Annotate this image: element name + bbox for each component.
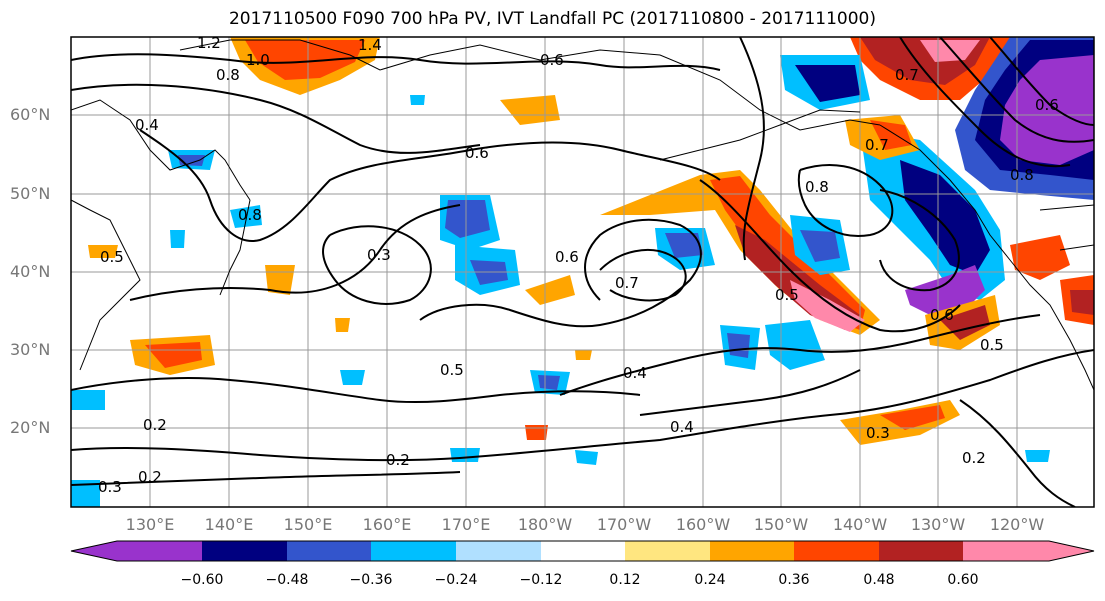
lon-label: 150°W <box>753 515 809 534</box>
colorbar-arrow-right <box>1049 541 1094 561</box>
colorbar-cell <box>456 541 541 561</box>
colorbar <box>70 540 1095 562</box>
map-title: 2017110500 F090 700 hPa PV, IVT Landfall… <box>228 9 876 29</box>
pv-contours <box>71 37 1094 507</box>
contour-label: 0.6 <box>465 144 489 162</box>
map-border <box>70 36 1095 508</box>
contour-label: 0.7 <box>615 274 639 292</box>
contour-label: 0.4 <box>670 418 694 436</box>
lat-label: 60°N <box>10 105 51 124</box>
contour-label: 0.5 <box>775 286 799 304</box>
contour-label: 0.4 <box>135 116 159 134</box>
contour-label: 0.3 <box>367 246 391 264</box>
contour-labels: 1.2 1.0 1.4 0.8 0.6 0.4 0.6 0.8 0.5 0.3 … <box>98 34 1059 496</box>
colorbar-tick-label: −0.24 <box>434 572 478 588</box>
contour-label: 0.2 <box>386 451 410 469</box>
contour-label: 0.2 <box>143 416 167 434</box>
contour-label: 0.6 <box>1035 96 1059 114</box>
lon-label: 120°W <box>989 515 1045 534</box>
lon-label: 170°E <box>441 515 491 534</box>
colorbar-cell <box>963 541 1049 561</box>
lon-label: 150°E <box>283 515 333 534</box>
lat-label: 40°N <box>10 262 51 281</box>
contour-label: 0.8 <box>1010 166 1034 184</box>
contour-label: 0.8 <box>238 206 262 224</box>
contour-label: 0.4 <box>623 364 647 382</box>
contour-label: 1.4 <box>358 36 382 54</box>
colorbar-tick-label: −0.12 <box>519 572 563 588</box>
lat-label: 20°N <box>10 418 51 437</box>
colorbar-cell <box>794 541 879 561</box>
lat-label: 30°N <box>10 340 51 359</box>
colorbar-tick-label: 0.36 <box>778 572 810 588</box>
colorbar-tick-label: 0.60 <box>947 572 979 588</box>
lon-label: 160°E <box>362 515 412 534</box>
colorbar-cell <box>287 541 371 561</box>
lon-label: 140°E <box>204 515 254 534</box>
contour-label: 0.8 <box>216 66 240 84</box>
contour-label: 0.5 <box>980 336 1004 354</box>
colorbar-cell <box>117 541 202 561</box>
contour-label: 0.5 <box>440 361 464 379</box>
contour-label: 0.5 <box>100 248 124 266</box>
colorbar-cell <box>202 541 287 561</box>
map-panel: 1.2 1.0 1.4 0.8 0.6 0.4 0.6 0.8 0.5 0.3 … <box>71 34 1094 507</box>
lon-label: 170°W <box>596 515 652 534</box>
colorbar-cell <box>625 541 710 561</box>
contour-label: 0.6 <box>555 248 579 266</box>
coastlines <box>71 39 1094 391</box>
colorbar-cell <box>710 541 794 561</box>
contour-label: 0.8 <box>805 178 829 196</box>
contour-label: 0.2 <box>138 468 162 486</box>
lon-label: 140°W <box>832 515 888 534</box>
contour-label: 1.0 <box>246 51 270 69</box>
lon-label: 130°W <box>910 515 966 534</box>
contour-label: 0.7 <box>895 66 919 84</box>
contour-label: 0.3 <box>98 478 122 496</box>
colorbar-tick-label: −0.36 <box>349 572 393 588</box>
colorbar-tick-label: 0.12 <box>609 572 641 588</box>
lat-label: 50°N <box>10 184 51 203</box>
contour-label: 0.7 <box>865 136 889 154</box>
lon-label: 160°W <box>675 515 731 534</box>
contour-label: 0.6 <box>540 51 564 69</box>
lon-label: 130°E <box>125 515 175 534</box>
colorbar-cell <box>879 541 963 561</box>
colorbar-tick-label: 0.48 <box>863 572 895 588</box>
colorbar-arrow-left <box>71 541 117 561</box>
colorbar-tick-label: −0.48 <box>265 572 309 588</box>
colorbar-tick-label: −0.60 <box>180 572 224 588</box>
colorbar-cell <box>541 541 625 561</box>
contour-label: 0.6 <box>930 306 954 324</box>
contour-label: 1.2 <box>197 34 221 52</box>
contour-label: 0.3 <box>866 424 890 442</box>
colorbar-tick-label: 0.24 <box>694 572 726 588</box>
lon-label: 180°W <box>517 515 573 534</box>
colorbar-outline <box>70 540 1095 562</box>
contour-label: 0.2 <box>962 449 986 467</box>
colorbar-cell <box>371 541 456 561</box>
